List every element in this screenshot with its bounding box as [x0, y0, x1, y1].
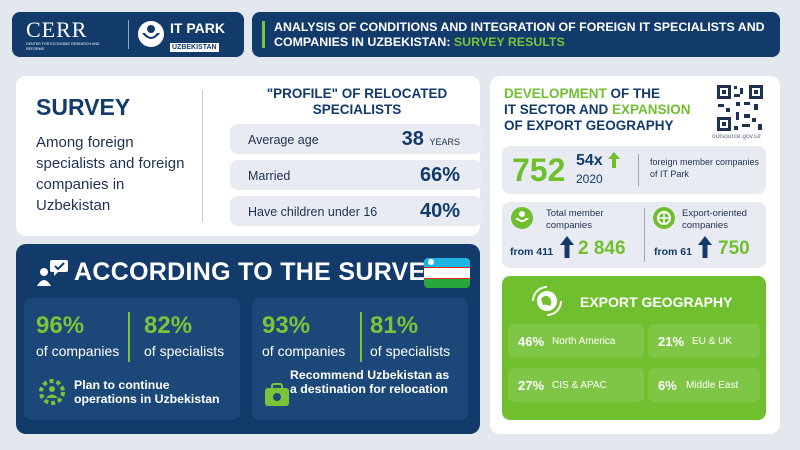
- survey-heading: SURVEY: [36, 94, 131, 120]
- result-description: Recommend Uzbekistan as a destination fo…: [290, 368, 450, 396]
- survey-card: SURVEY Among foreign specialists and for…: [16, 76, 482, 236]
- survey-result-card: 93% of companies 81% of specialists Reco…: [252, 298, 468, 420]
- profile-title: "PROFILE" OF RELOCATED SPECIALISTS: [266, 86, 448, 117]
- companies-label: of companies: [262, 343, 346, 359]
- globe-arrows-icon: [530, 284, 564, 323]
- result-description: Plan to continue operations in Uzbekista…: [74, 378, 220, 406]
- specialists-percent: 81%: [370, 312, 419, 339]
- total-to: 2 846: [578, 238, 626, 259]
- cerr-logo-subtitle: CENTER FOR ECONOMIC RESEARCH AND REFORMS: [26, 42, 100, 51]
- export-label: Export-oriented companies: [682, 208, 747, 231]
- specialists-percent: 82%: [144, 312, 193, 339]
- itpark-logo-subtitle: UZBEKISTAN: [170, 43, 219, 52]
- export-geography-box: EXPORT GEOGRAPHY 46% North America 21% E…: [502, 276, 766, 420]
- cerr-logo-text: CERR: [26, 17, 88, 42]
- total-label: Total member companies: [546, 208, 604, 231]
- profile-row-value: 40%: [419, 200, 460, 222]
- title-of-the: OF THE: [606, 86, 661, 101]
- title-development: DEVELOPMENT: [504, 86, 607, 101]
- cerr-logo: CERR CENTER FOR ECONOMIC RESEARCH AND RE…: [26, 18, 106, 51]
- relocation-icon: [262, 382, 292, 413]
- export-up-arrow-icon: [698, 236, 712, 263]
- title-export-geography: OF EXPORT GEOGRAPHY: [504, 118, 674, 133]
- survey-divider: [202, 90, 203, 222]
- age-value: 38: [401, 128, 424, 150]
- development-title: DEVELOPMENT OF THE IT SECTOR AND EXPANSI…: [504, 86, 704, 134]
- card-divider: [360, 312, 362, 362]
- specialists-label: of specialists: [370, 343, 451, 359]
- members-stat: 752 54x 2020 foreign member companies of…: [502, 146, 766, 194]
- region-percent: 27%: [518, 378, 545, 393]
- logo-divider: [128, 20, 129, 49]
- itpark-icon: [137, 20, 165, 53]
- logos-bar: CERR CENTER FOR ECONOMIC RESEARCH AND RE…: [12, 12, 244, 57]
- region-percent: 21%: [658, 334, 685, 349]
- according-section: ACCORDING TO THE SURVEY 96% of companies…: [16, 244, 480, 434]
- qr-code[interactable]: [716, 84, 764, 132]
- stat-divider: [644, 208, 645, 262]
- region-card: 6% Middle East: [648, 368, 760, 402]
- itpark-logo: IT PARK UZBEKISTAN: [170, 21, 225, 54]
- members-value: 752: [512, 152, 566, 188]
- profile-row-children: Have children under 16 40%: [230, 196, 482, 226]
- growth-value: 54x: [576, 152, 603, 169]
- growth-year: 2020: [576, 172, 603, 186]
- region-name: EU & UK: [692, 336, 733, 347]
- profile-row-value: 38 YEARS: [402, 128, 460, 151]
- title-banner: ANALYSIS OF CONDITIONS AND INTEGRATION O…: [252, 12, 780, 57]
- profile-row-label: Married: [248, 169, 291, 183]
- total-from: from 411: [510, 246, 554, 258]
- survey-description: Among foreign specialists and foreign co…: [36, 134, 185, 214]
- globe-gear-icon: [652, 206, 676, 235]
- profile-row-label: Average age: [248, 133, 319, 147]
- profile-row-age: Average age 38 YEARS: [230, 124, 482, 154]
- region-name: Middle East: [686, 380, 739, 391]
- profile-row-label: Have children under 16: [248, 205, 378, 219]
- survey-result-card: 96% of companies 82% of specialists Plan…: [24, 298, 240, 420]
- title-expansion: EXPANSION: [612, 102, 691, 117]
- stat-divider: [638, 154, 639, 186]
- region-card: 46% North America: [508, 324, 644, 358]
- export-from: from 61: [654, 246, 692, 258]
- gears-people-icon: [38, 378, 66, 411]
- companies-percent: 96%: [36, 312, 85, 339]
- region-percent: 6%: [658, 378, 677, 393]
- total-up-arrow-icon: [560, 236, 574, 263]
- age-unit: YEARS: [429, 137, 460, 147]
- export-geography-heading: EXPORT GEOGRAPHY: [580, 294, 733, 310]
- profile-row-value: 66%: [419, 164, 460, 186]
- profile-row-married: Married 66%: [230, 160, 482, 190]
- specialists-label: of specialists: [144, 343, 225, 359]
- region-name: North America: [552, 336, 616, 347]
- title-it-sector: IT SECTOR AND: [504, 102, 613, 117]
- qr-url[interactable]: outsource.gov.uz: [712, 133, 762, 140]
- itpark-logo-text: IT PARK: [170, 20, 225, 36]
- title-accent-bar: [262, 21, 265, 48]
- export-to: 750: [718, 238, 750, 259]
- title-main: ANALYSIS OF CONDITIONS AND INTEGRATION O…: [274, 20, 765, 49]
- region-card: 27% CIS & APAC: [508, 368, 644, 402]
- region-percent: 46%: [518, 334, 545, 349]
- region-name: CIS & APAC: [552, 380, 607, 391]
- growth-stats: Total member companies from 411 2 846 Ex…: [502, 202, 766, 268]
- title-highlight: SURVEY RESULTS: [453, 35, 565, 49]
- development-card: DEVELOPMENT OF THE IT SECTOR AND EXPANSI…: [490, 76, 780, 434]
- members-label: foreign member companies of IT Park: [650, 157, 760, 179]
- companies-percent: 93%: [262, 312, 311, 339]
- growth-up-arrow-icon: [608, 152, 620, 173]
- according-heading: ACCORDING TO THE SURVEY: [74, 258, 443, 286]
- people-chat-icon: [36, 258, 70, 293]
- card-divider: [128, 312, 130, 362]
- page-title: ANALYSIS OF CONDITIONS AND INTEGRATION O…: [274, 20, 774, 50]
- uzbekistan-flag: [424, 258, 470, 288]
- region-card: 21% EU & UK: [648, 324, 760, 358]
- company-icon: [510, 206, 534, 235]
- companies-label: of companies: [36, 343, 120, 359]
